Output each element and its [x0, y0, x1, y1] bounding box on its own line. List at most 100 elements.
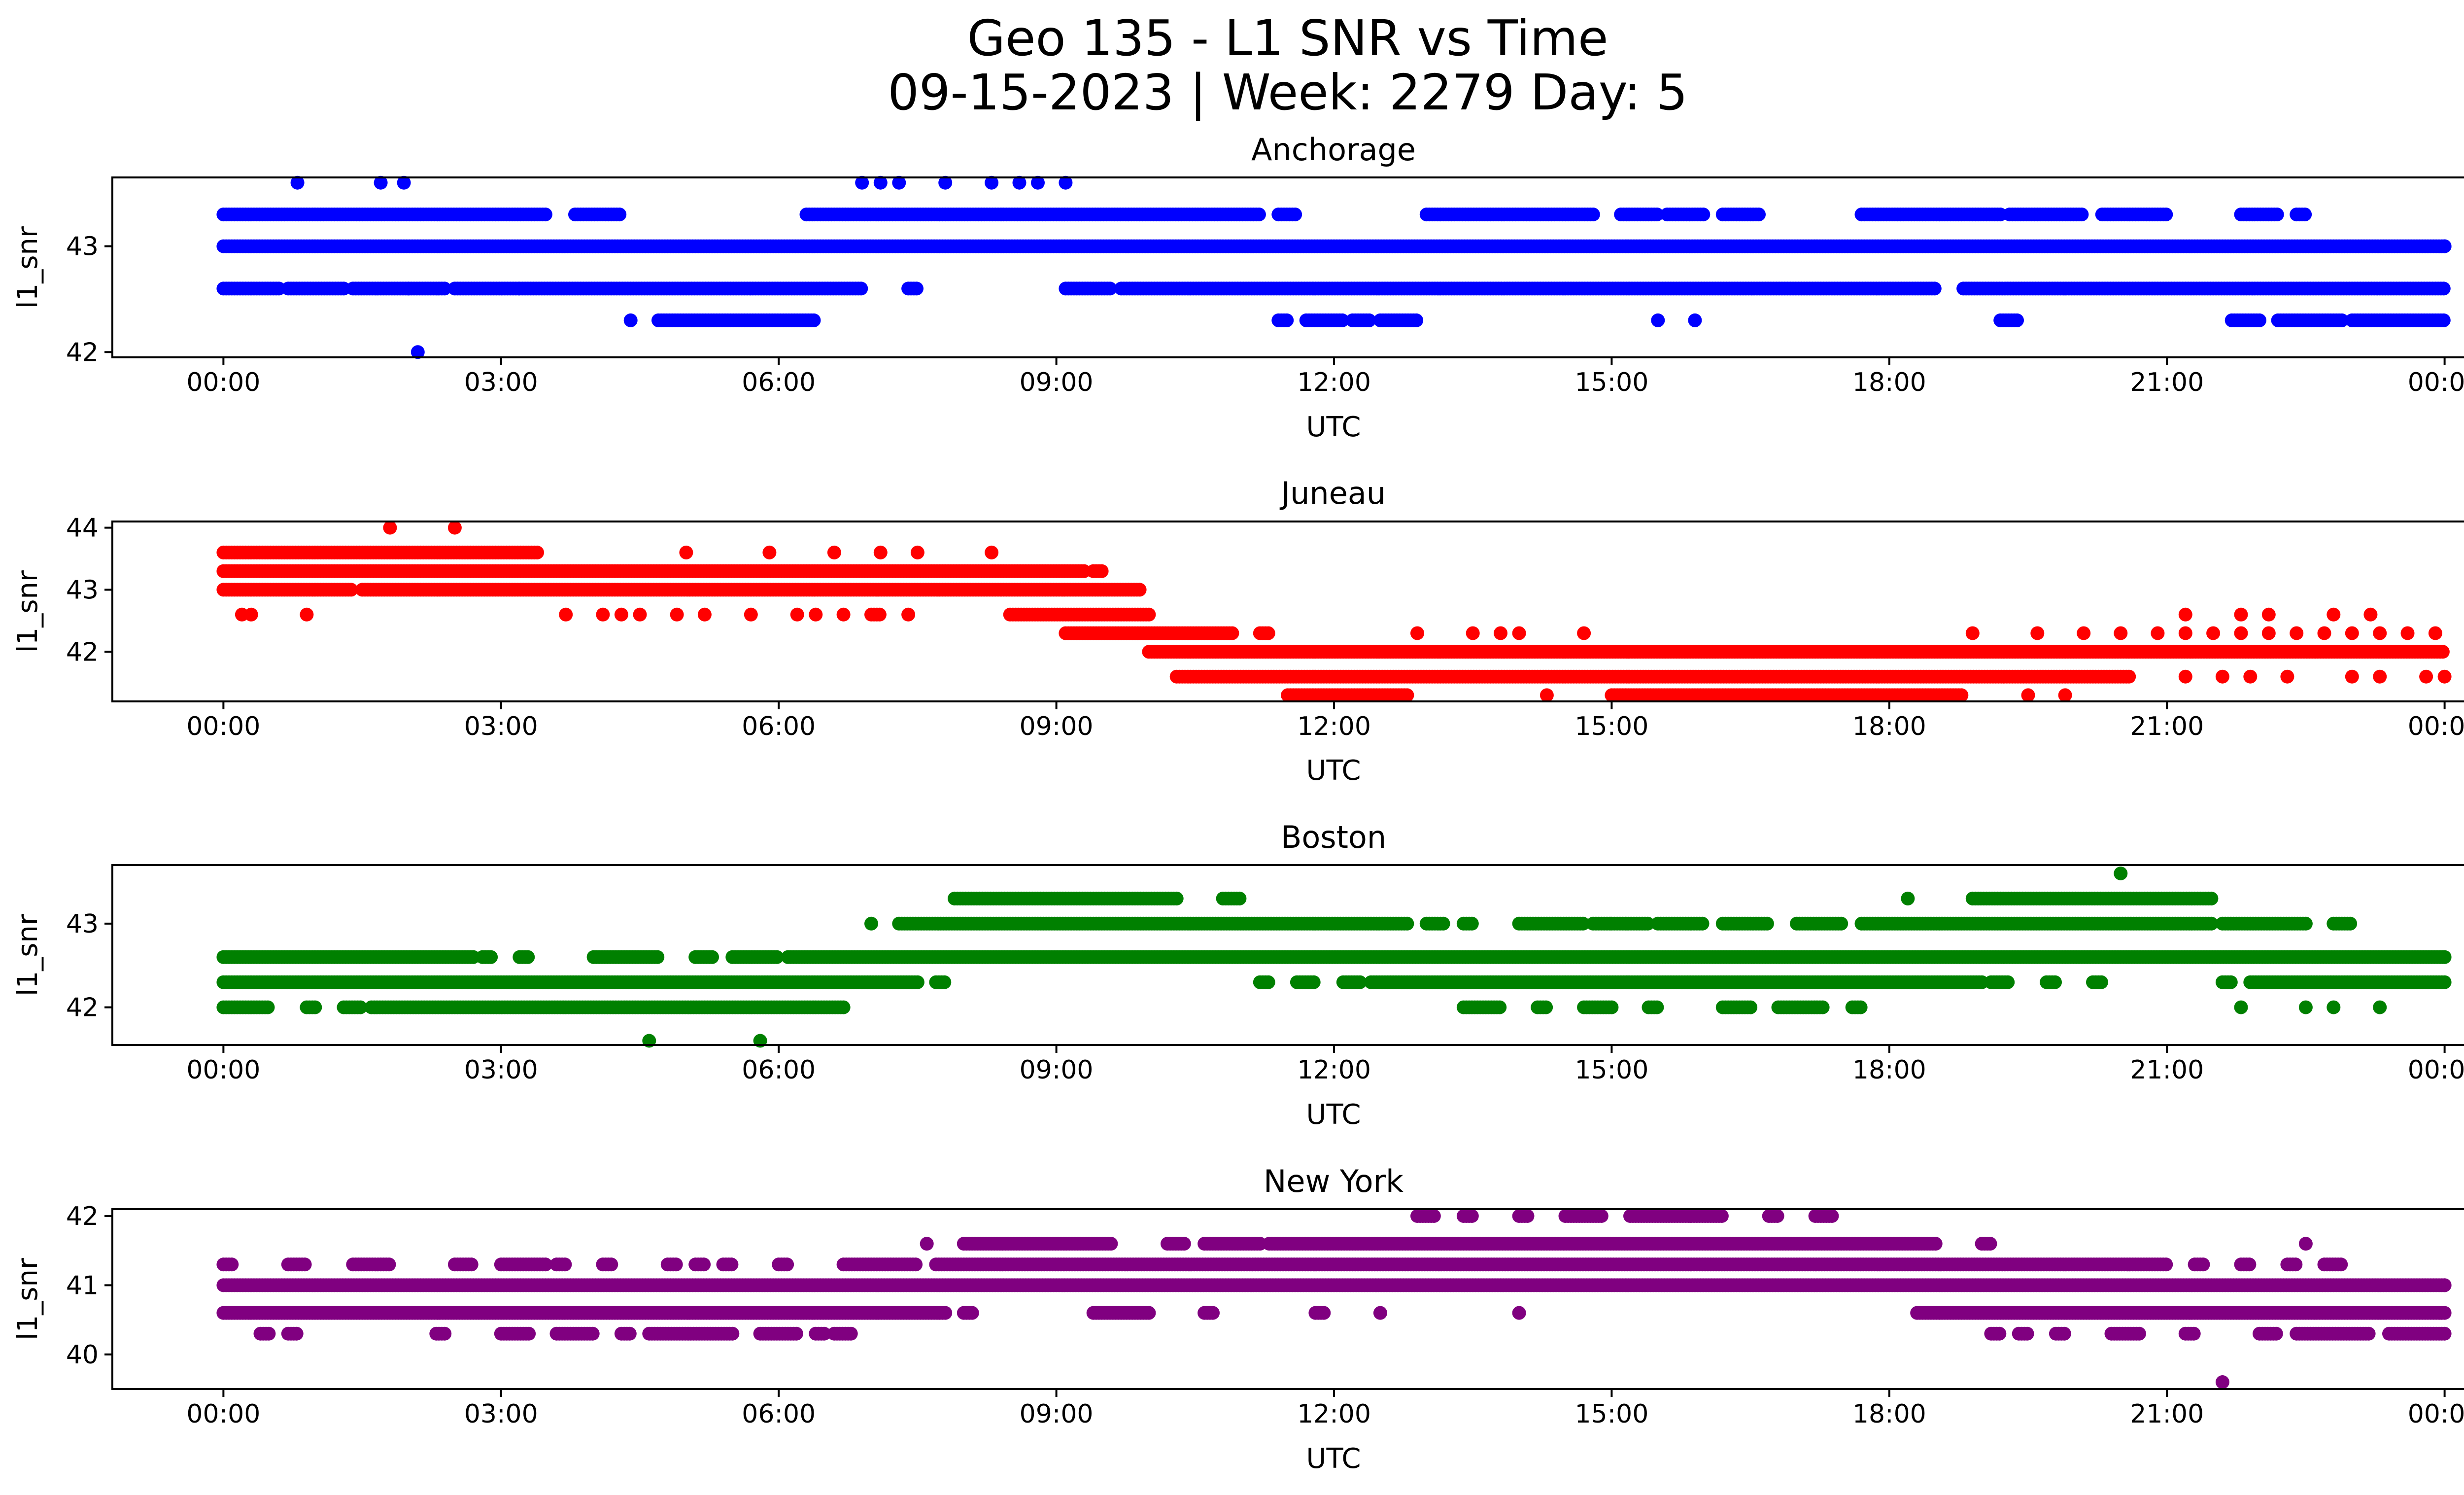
x-tick-label: 15:00	[1574, 712, 1648, 741]
data-point	[2253, 313, 2266, 327]
x-tick-label: 06:00	[742, 368, 816, 397]
data-point	[383, 521, 397, 535]
data-point	[2298, 208, 2312, 222]
data-point	[2021, 688, 2035, 702]
y-tick-label: 43	[66, 232, 99, 262]
data-point	[2215, 669, 2229, 684]
data-point	[1288, 208, 1302, 222]
data-point	[1225, 626, 1239, 640]
data-point	[2363, 607, 2378, 622]
data-point	[2261, 607, 2276, 622]
subplot-boston: Boston 00:00 03:00 06:00 09:00 12:00 15:00 18:…	[12, 819, 2464, 1131]
data-point	[1280, 313, 1294, 327]
data-point	[447, 521, 462, 535]
data-point	[809, 607, 823, 622]
data-point	[1577, 626, 1591, 640]
data-point	[2058, 688, 2072, 702]
data-point	[2373, 626, 2387, 640]
y-tick-group: 42 43	[66, 909, 112, 1023]
data-point	[1494, 626, 1507, 640]
x-tick-label: 12:00	[1297, 712, 1371, 741]
data-point	[2270, 208, 2284, 222]
data-point	[2261, 626, 2276, 640]
data-point	[1132, 583, 1147, 597]
data-point	[1651, 313, 1665, 327]
data-point	[873, 545, 888, 559]
y-tick-label: 43	[66, 909, 99, 939]
data-point	[1400, 688, 1414, 702]
x-axis-label: UTC	[1306, 755, 1361, 787]
data-point	[854, 281, 868, 296]
data-point	[2317, 626, 2331, 640]
data-point	[2280, 669, 2294, 684]
scatter-series	[216, 175, 2452, 359]
data-point	[1696, 208, 1711, 222]
data-point	[2373, 669, 2387, 684]
x-tick-label: 03:00	[464, 712, 538, 741]
data-point	[1954, 688, 1969, 702]
data-point	[827, 545, 841, 559]
subplot-title: Juneau	[1279, 475, 1386, 511]
y-tick-label: 43	[66, 575, 99, 605]
data-point	[300, 607, 314, 622]
data-point	[2178, 626, 2192, 640]
data-point	[613, 208, 627, 222]
data-point	[1466, 626, 1480, 640]
data-point	[901, 607, 916, 622]
y-tick-label: 42	[66, 338, 99, 367]
data-point	[1409, 313, 1424, 327]
data-point	[2428, 626, 2442, 640]
x-tick-label: 09:00	[1020, 368, 1094, 397]
data-point	[872, 607, 887, 622]
data-point	[910, 281, 924, 296]
y-tick-label: 42	[66, 993, 99, 1023]
x-tick-label: 09:00	[1020, 712, 1094, 741]
x-tick-label: 15:00	[1574, 368, 1648, 397]
x-tick-label: 21:00	[2130, 1055, 2204, 1085]
x-tick-label: 15:00	[1574, 1055, 1648, 1085]
x-tick-label: 00:00	[2408, 368, 2464, 397]
x-tick-label: 06:00	[742, 712, 816, 741]
subplot-juneau: Juneau 00:00 03:00 06:00 09:00 12:00 15:00 18:…	[12, 475, 2464, 787]
data-point	[1540, 688, 1554, 702]
data-point	[2122, 669, 2136, 684]
data-point	[1752, 208, 1766, 222]
data-point	[1688, 313, 1702, 327]
data-point	[836, 607, 851, 622]
data-point	[1252, 208, 1266, 222]
data-point	[1261, 626, 1275, 640]
data-point	[623, 313, 638, 327]
x-tick-group: 00:00 03:00 06:00 09:00 12:00 15:00 18:00 21:00…	[186, 1045, 2464, 1085]
x-tick-label: 00:00	[186, 1055, 260, 1085]
x-tick-label: 03:00	[464, 368, 538, 397]
data-point	[1410, 626, 1424, 640]
x-tick-label: 12:00	[1297, 1055, 1371, 1085]
x-tick-label: 00:00	[2408, 712, 2464, 741]
data-point	[2327, 607, 2341, 622]
data-point	[1586, 208, 1600, 222]
data-point	[2030, 626, 2045, 640]
data-point	[2206, 626, 2221, 640]
data-point	[670, 607, 684, 622]
data-point	[2234, 626, 2248, 640]
data-point	[596, 607, 610, 622]
y-axis-label: l1_snr	[12, 226, 44, 309]
data-point	[679, 545, 693, 559]
x-tick-label: 00:00	[2408, 1055, 2464, 1085]
y-axis-label: l1_snr	[12, 570, 44, 653]
x-axis-label: UTC	[1306, 411, 1361, 443]
data-point	[2400, 626, 2415, 640]
data-point	[614, 607, 628, 622]
data-point	[2290, 626, 2304, 640]
data-point	[807, 313, 821, 327]
data-point	[2243, 669, 2258, 684]
data-point	[2151, 626, 2165, 640]
data-point	[538, 208, 552, 222]
data-point	[1512, 626, 1526, 640]
x-tick-group: 00:00 03:00 06:00 09:00 12:00 15:00 18:00 21:00…	[186, 701, 2464, 741]
figure-title-line1: Geo 135 - L1 SNR vs Time	[967, 9, 1608, 67]
x-tick-group: 00:00 03:00 06:00 09:00 12:00 15:00 18:00 21:00…	[186, 357, 2464, 397]
data-point	[744, 607, 758, 622]
